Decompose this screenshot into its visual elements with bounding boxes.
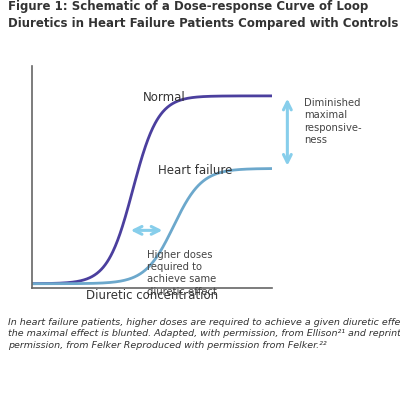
Text: Normal: Normal [143, 92, 185, 104]
Text: Heart failure: Heart failure [158, 164, 232, 177]
Text: Higher doses
required to
achieve same
diuretic effect: Higher doses required to achieve same di… [147, 250, 217, 297]
Text: Diuretic concentration: Diuretic concentration [86, 289, 218, 302]
Text: Figure 1: Schematic of a Dose-response Curve of Loop
Diuretics in Heart Failure : Figure 1: Schematic of a Dose-response C… [8, 0, 398, 30]
Text: In heart failure patients, higher doses are required to achieve a given diuretic: In heart failure patients, higher doses … [8, 318, 400, 350]
Text: Diminished
maximal
responsive-
ness: Diminished maximal responsive- ness [304, 98, 362, 145]
